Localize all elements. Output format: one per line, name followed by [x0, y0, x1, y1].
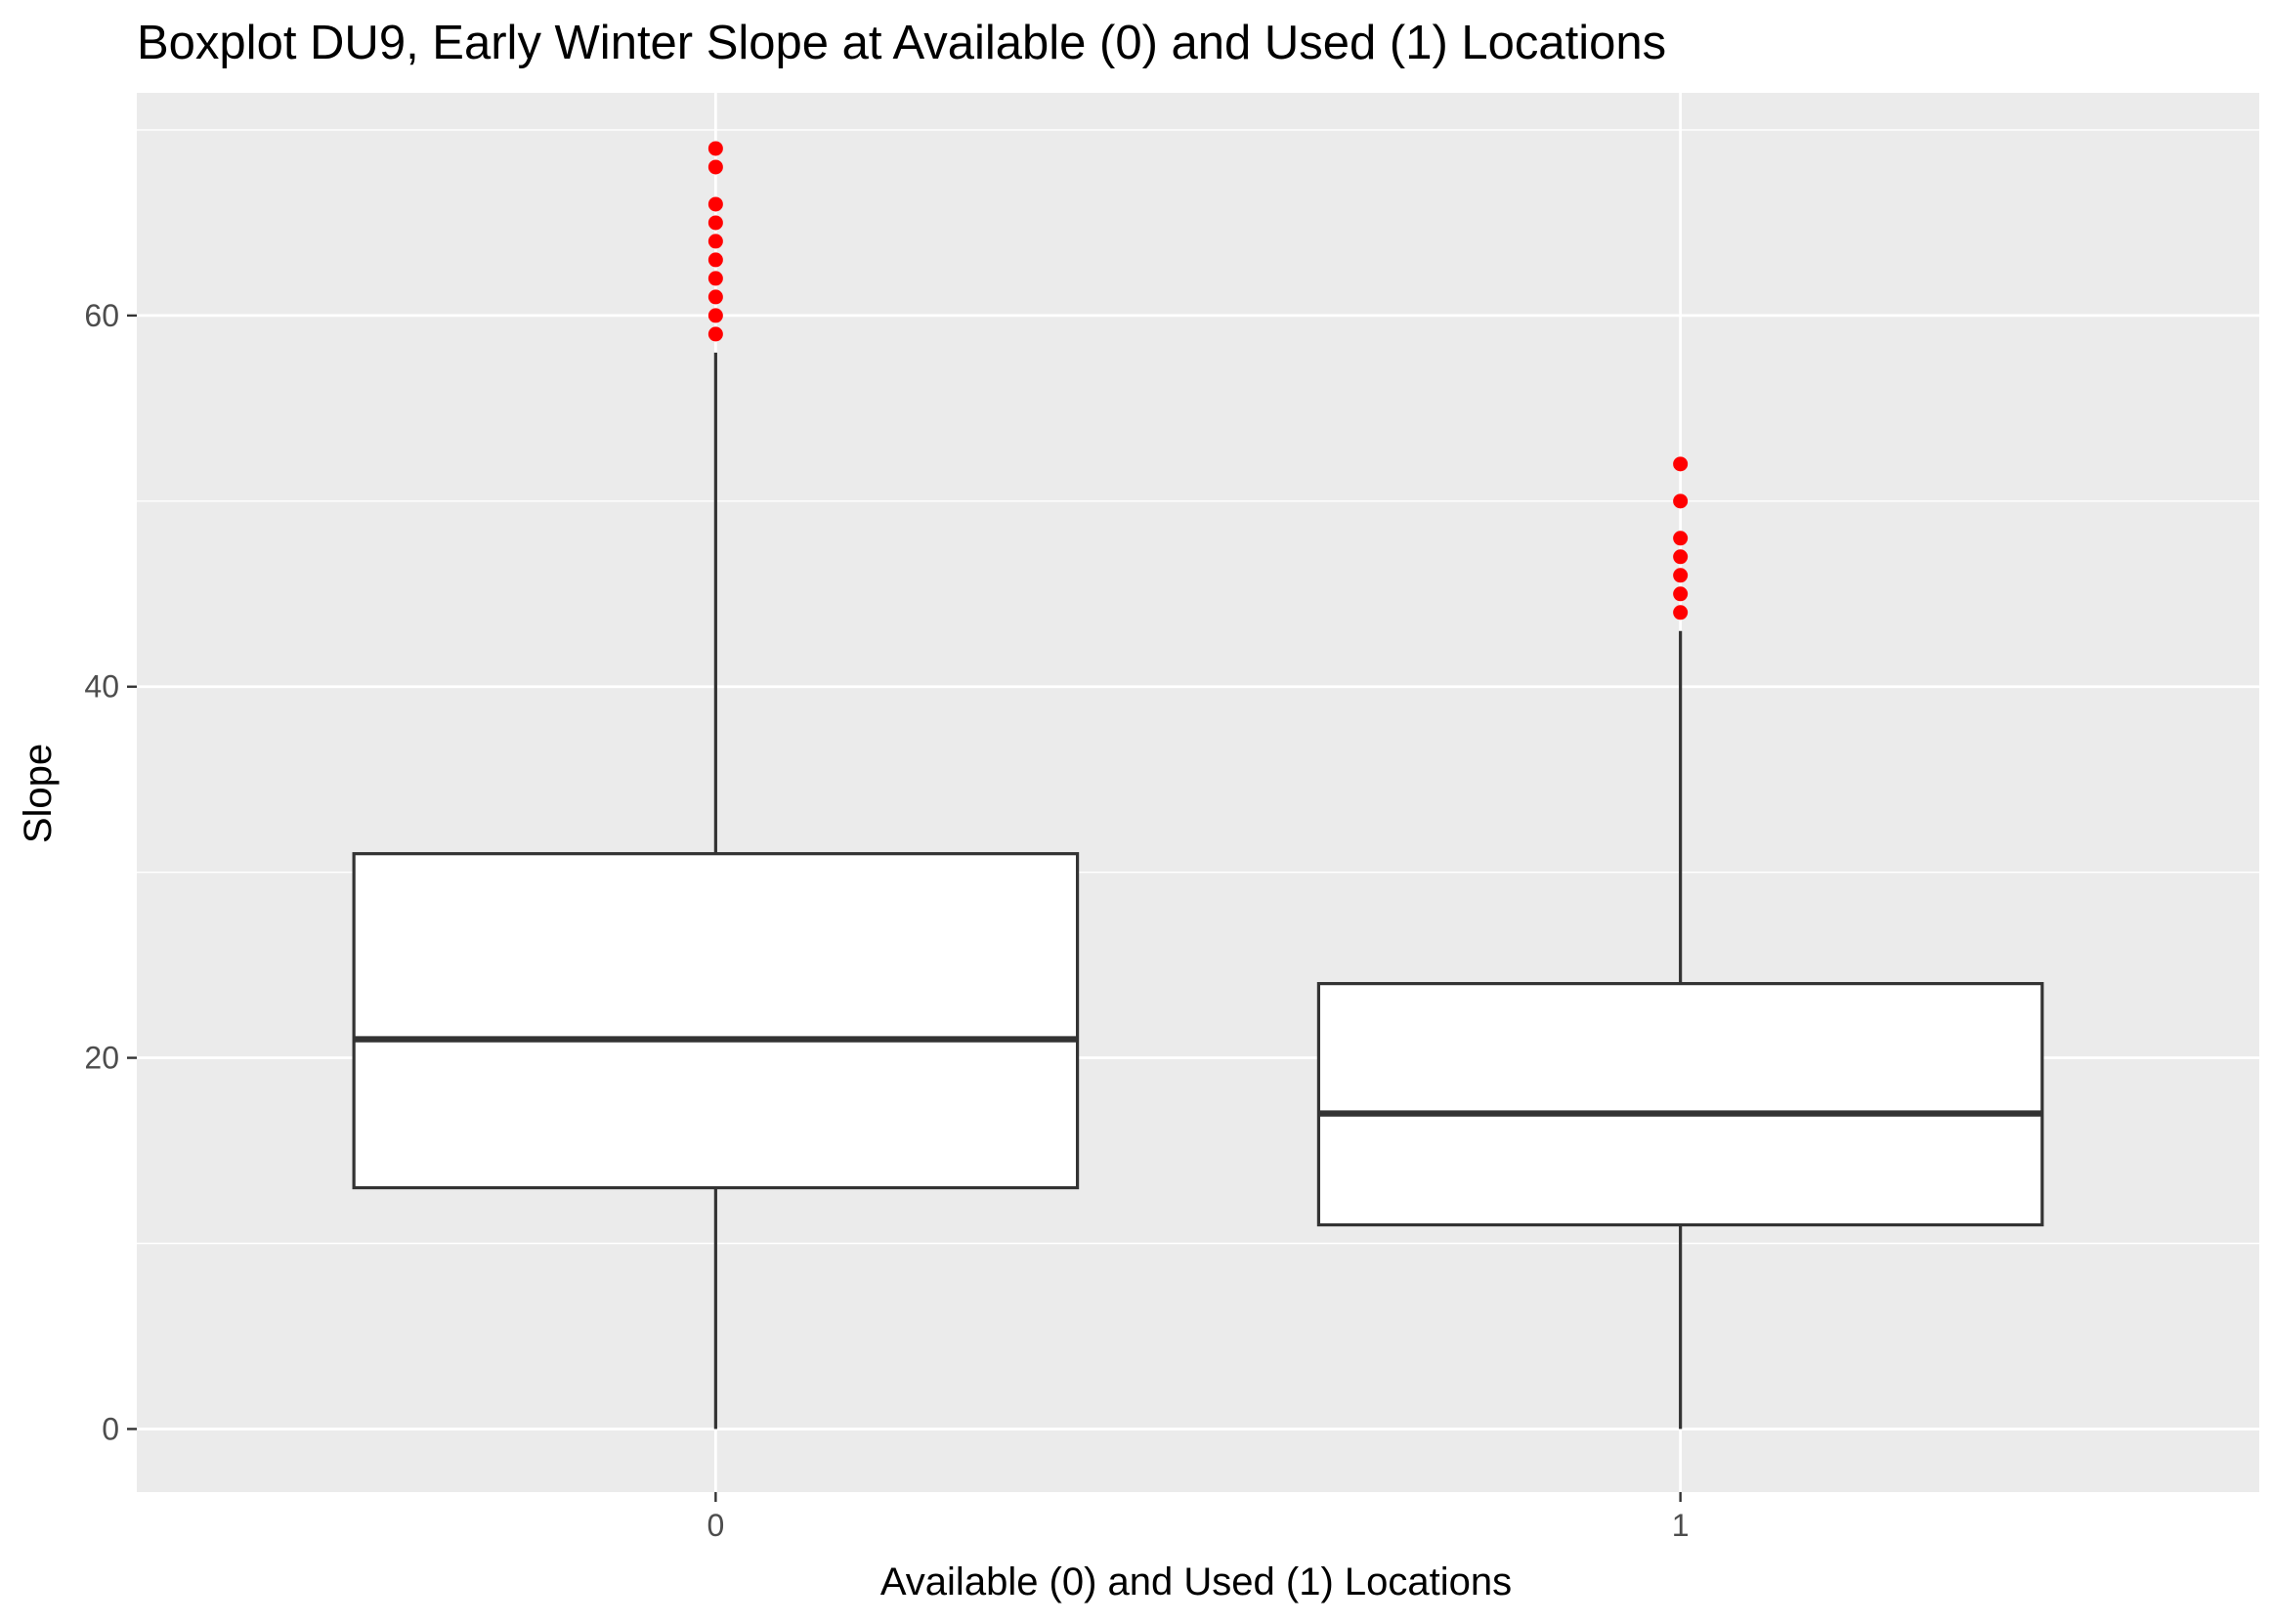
outlier-point — [1673, 531, 1689, 546]
x-tick-label: 0 — [707, 1508, 724, 1543]
outlier-point — [707, 326, 723, 342]
box-group-1 — [1316, 456, 2044, 1430]
x-tick-label: 1 — [1672, 1508, 1690, 1543]
boxes — [352, 141, 2044, 1430]
outlier-point — [707, 196, 723, 212]
chart-title: Boxplot DU9, Early Winter Slope at Avail… — [137, 17, 1666, 69]
box-rect — [352, 852, 1080, 1190]
y-axis-title: Slope — [17, 744, 60, 843]
outlier-point — [1673, 493, 1689, 509]
outlier-point — [707, 289, 723, 305]
outlier-point — [1673, 586, 1689, 602]
outlier-point — [707, 141, 723, 156]
outlier-point — [707, 271, 723, 286]
y-tick-label: 20 — [84, 1041, 119, 1076]
box-group-0 — [352, 141, 1080, 1430]
outlier-point — [1673, 549, 1689, 565]
outlier-point — [1673, 456, 1689, 472]
outlier-point — [1673, 605, 1689, 620]
outlier-point — [707, 234, 723, 249]
axis-ticks: 0 20 40 60 0 1 — [84, 298, 1689, 1543]
plot-panel — [137, 93, 2259, 1492]
outlier-point — [1673, 568, 1689, 583]
x-axis-title: Available (0) and Used (1) Locations — [880, 1560, 1512, 1603]
y-tick-label: 40 — [84, 669, 119, 705]
box-rect — [1316, 982, 2044, 1227]
y-tick-label: 0 — [102, 1411, 119, 1446]
outlier-point — [707, 215, 723, 231]
outlier-point — [707, 308, 723, 323]
outlier-point — [707, 252, 723, 268]
outlier-point — [707, 159, 723, 175]
y-tick-label: 60 — [84, 298, 119, 333]
